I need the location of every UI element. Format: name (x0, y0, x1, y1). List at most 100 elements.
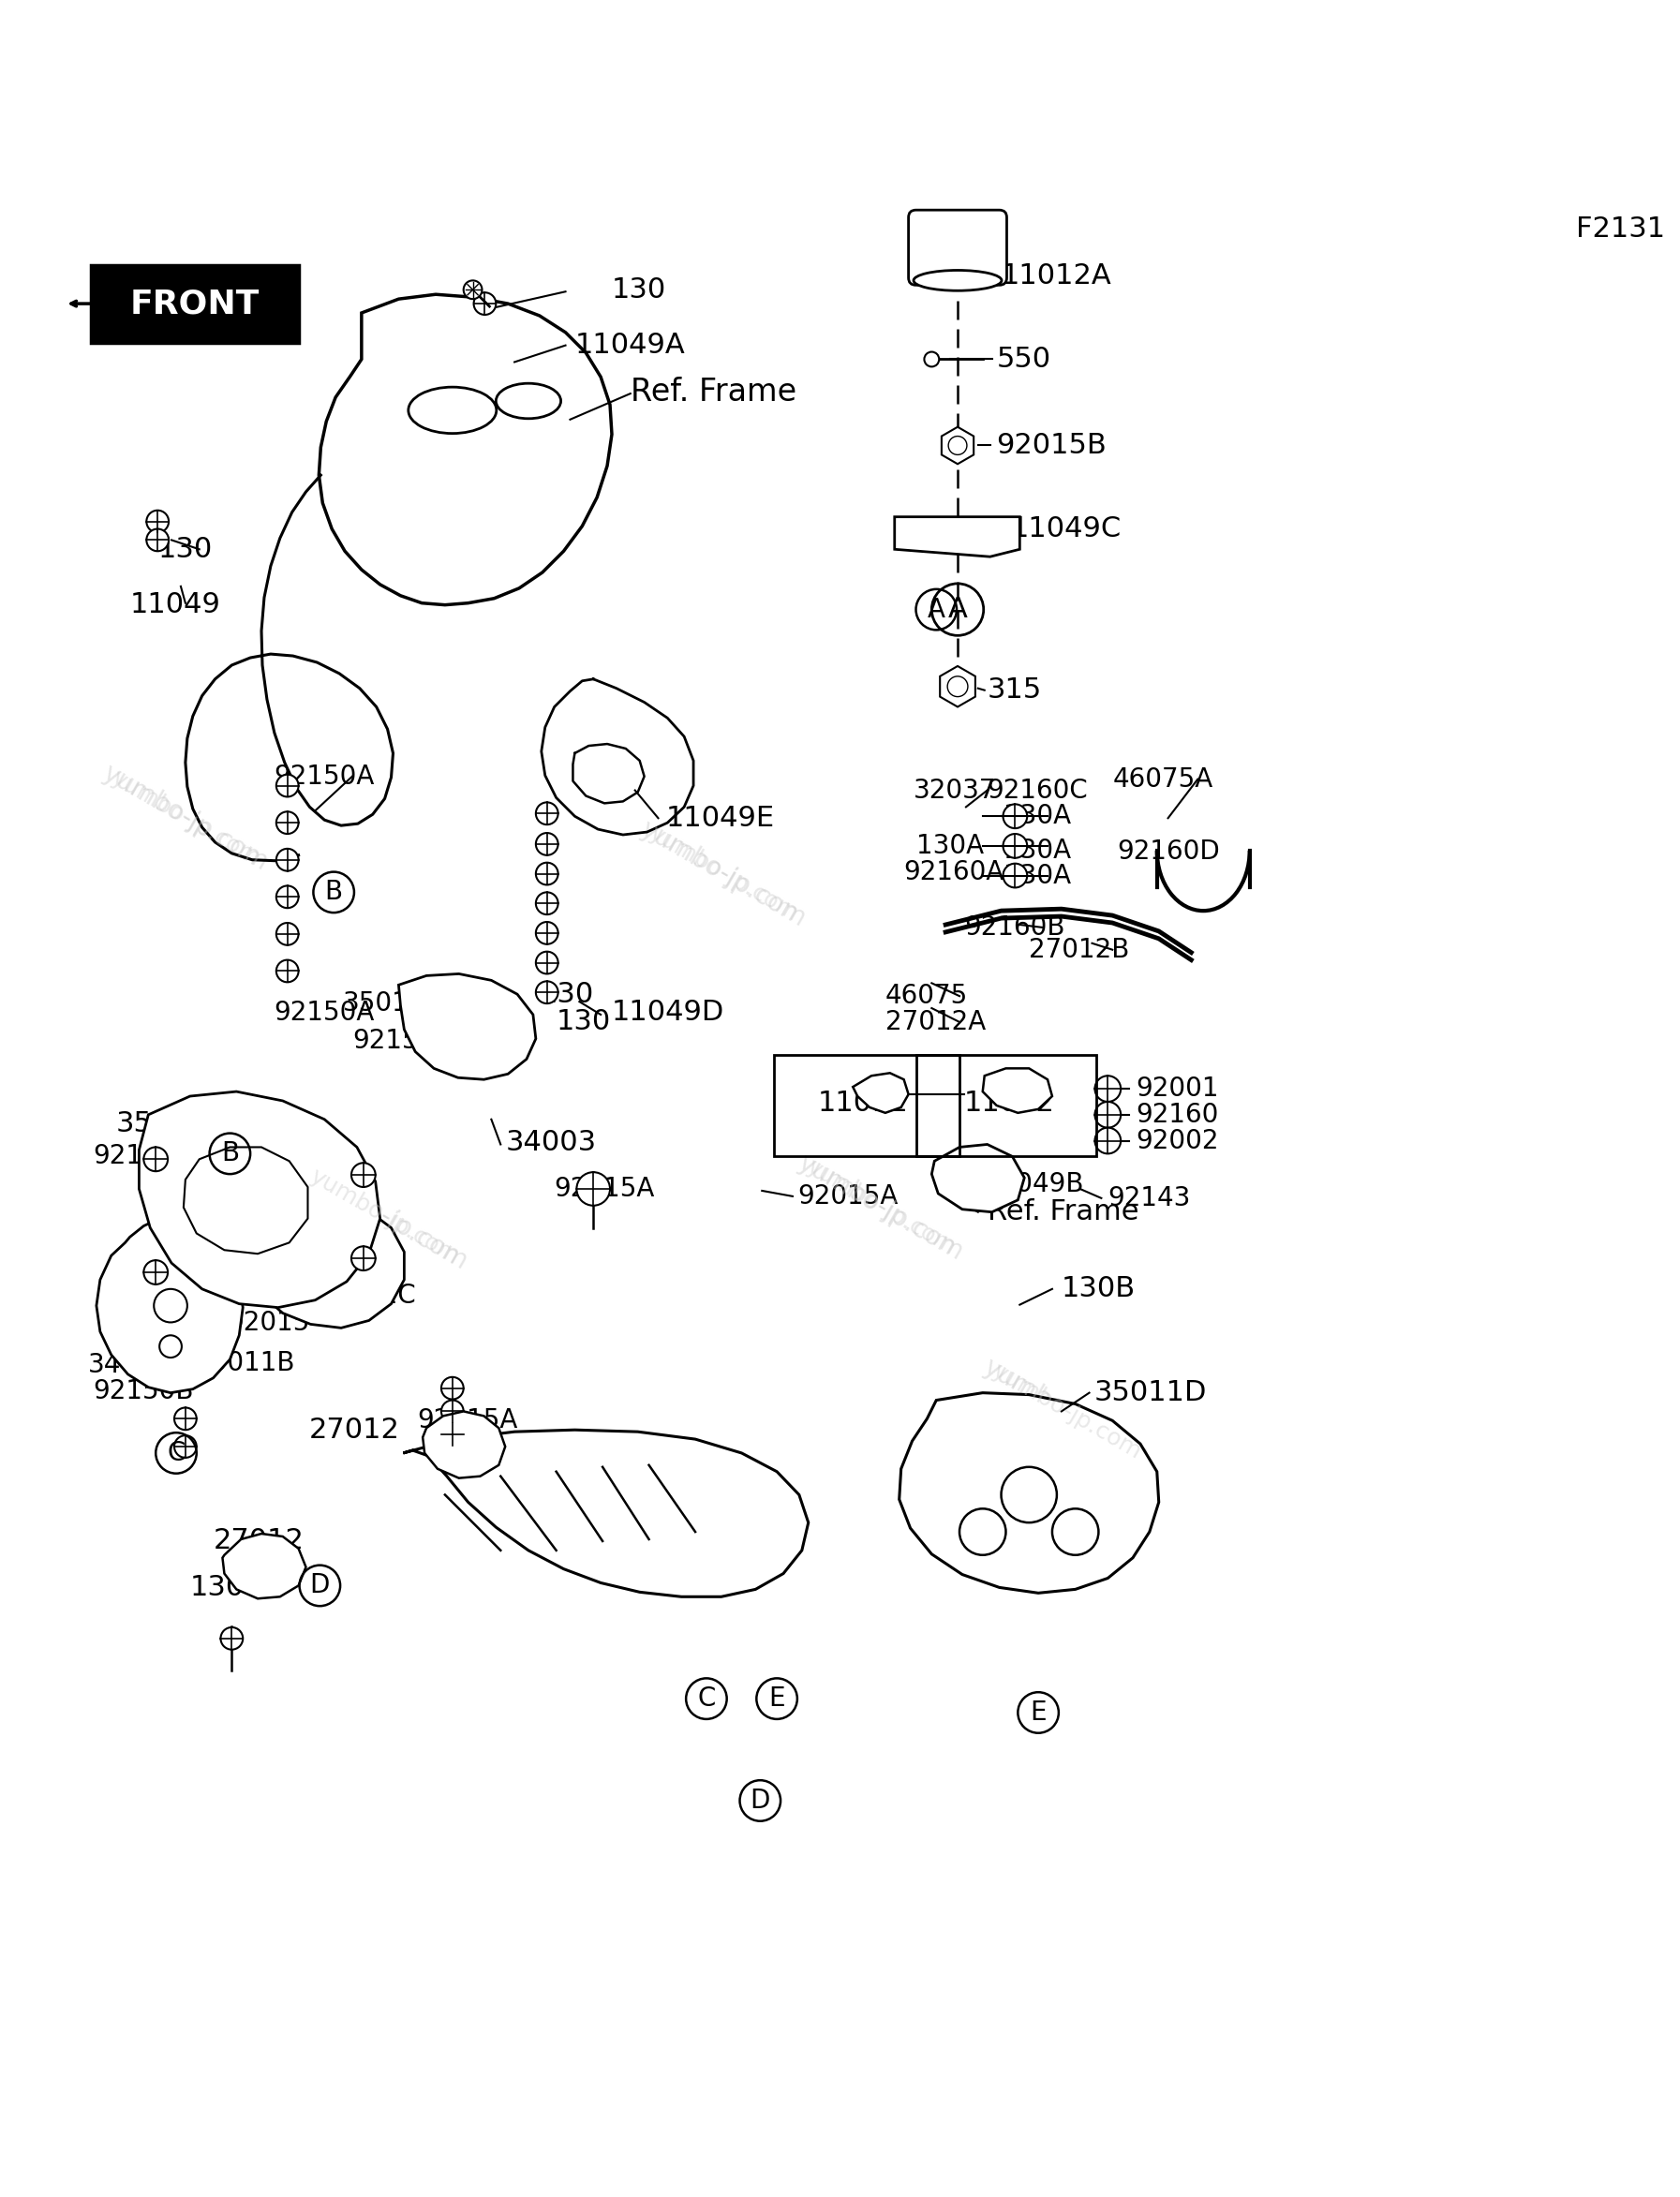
Text: 92001: 92001 (1136, 1077, 1218, 1103)
Text: 130: 130 (190, 1573, 245, 1602)
Polygon shape (894, 516, 1020, 556)
Bar (774, 1055, 959, 1156)
Text: 92160B: 92160B (964, 914, 1065, 940)
Text: 92150C: 92150C (92, 1142, 193, 1169)
Circle shape (1003, 804, 1026, 828)
Text: yumbo-jp.com: yumbo-jp.com (645, 822, 801, 925)
Text: 92015A: 92015A (798, 1184, 897, 1208)
Text: 130A: 130A (1003, 863, 1070, 890)
Text: 11049D: 11049D (612, 1000, 724, 1026)
Text: 130A: 130A (1003, 804, 1070, 828)
Circle shape (175, 1435, 197, 1457)
Text: 130A: 130A (916, 833, 983, 859)
Text: yumbo-jp.com: yumbo-jp.com (297, 1158, 472, 1274)
Text: 27012: 27012 (309, 1417, 400, 1443)
Text: 35011: 35011 (116, 1109, 207, 1138)
Text: 11049A: 11049A (575, 332, 685, 358)
Text: 11012A: 11012A (1001, 261, 1112, 290)
Circle shape (1003, 835, 1026, 859)
Circle shape (464, 281, 482, 299)
Polygon shape (932, 1145, 1025, 1213)
Text: C: C (166, 1439, 185, 1465)
Text: yumbo-jp.com: yumbo-jp.com (978, 1353, 1154, 1470)
Text: yumbo-jp.com: yumbo-jp.com (108, 767, 264, 870)
Text: 32037: 32037 (914, 778, 996, 804)
Text: yumbo-jp.com: yumbo-jp.com (635, 815, 811, 932)
Text: yumbo-jp.com: yumbo-jp.com (988, 1360, 1144, 1463)
Text: 130: 130 (539, 980, 595, 1008)
Polygon shape (941, 426, 974, 464)
Text: 35011C: 35011C (316, 1283, 417, 1309)
Circle shape (144, 1147, 168, 1171)
Text: 130: 130 (158, 536, 212, 562)
Text: 11049C: 11049C (1010, 516, 1121, 543)
Text: Ref. Frame: Ref. Frame (630, 376, 796, 406)
Ellipse shape (408, 387, 496, 433)
Text: 92015: 92015 (227, 1309, 309, 1336)
Circle shape (276, 960, 299, 982)
Text: yumbo-jp.com: yumbo-jp.com (97, 760, 272, 877)
Text: 35011B: 35011B (195, 1349, 296, 1375)
Ellipse shape (914, 270, 1001, 290)
Polygon shape (899, 1393, 1159, 1593)
Circle shape (160, 1336, 181, 1358)
Text: 46075A: 46075A (1112, 767, 1213, 793)
Text: yumbo-jp.com: yumbo-jp.com (793, 1149, 968, 1265)
Text: 130: 130 (612, 277, 667, 303)
Text: 34003: 34003 (87, 1351, 171, 1378)
Text: 27012A: 27012A (885, 1008, 986, 1035)
Circle shape (276, 848, 299, 870)
Circle shape (276, 811, 299, 835)
Text: 92160: 92160 (1136, 1101, 1218, 1127)
Text: 27012B: 27012B (1030, 936, 1129, 962)
Circle shape (220, 1628, 244, 1650)
Text: 130: 130 (472, 1452, 528, 1479)
Text: 92150A: 92150A (274, 762, 375, 789)
Text: E: E (768, 1685, 785, 1711)
Circle shape (1095, 1101, 1121, 1127)
Text: 130: 130 (556, 1008, 612, 1035)
Text: 11049: 11049 (129, 591, 220, 620)
FancyBboxPatch shape (909, 211, 1006, 286)
Circle shape (576, 1173, 610, 1206)
Text: 92150B: 92150B (92, 1378, 193, 1404)
Circle shape (536, 951, 558, 973)
Text: yumbo-jp.com: yumbo-jp.com (801, 1156, 959, 1259)
Polygon shape (403, 1430, 808, 1597)
Text: E: E (1030, 1700, 1047, 1725)
Circle shape (146, 510, 168, 532)
Text: B: B (222, 1140, 239, 1167)
Circle shape (536, 833, 558, 855)
Polygon shape (96, 1217, 244, 1393)
Polygon shape (423, 1410, 506, 1479)
Text: Ref. Frame: Ref. Frame (988, 1200, 1139, 1226)
Circle shape (959, 1509, 1006, 1555)
Polygon shape (983, 1068, 1052, 1114)
Polygon shape (941, 666, 976, 707)
Text: 35011D: 35011D (1094, 1380, 1206, 1406)
Text: 92160C: 92160C (988, 778, 1089, 804)
Polygon shape (222, 1534, 306, 1599)
Text: 130B: 130B (1062, 1276, 1136, 1303)
Circle shape (442, 1378, 464, 1399)
Circle shape (1095, 1127, 1121, 1153)
Text: 550: 550 (996, 345, 1052, 373)
Circle shape (536, 923, 558, 945)
Polygon shape (319, 294, 612, 604)
Text: C: C (697, 1685, 716, 1711)
Text: 92143: 92143 (1107, 1184, 1191, 1211)
Text: 11049E: 11049E (665, 804, 774, 833)
Text: 92002: 92002 (1136, 1127, 1218, 1153)
Circle shape (536, 892, 558, 914)
Text: D: D (751, 1788, 769, 1815)
Text: FRONT: FRONT (129, 288, 259, 319)
Circle shape (155, 1290, 186, 1323)
Text: A: A (948, 595, 968, 624)
FancyBboxPatch shape (91, 264, 299, 343)
Text: 92160A: 92160A (904, 859, 1005, 885)
Text: 27012: 27012 (213, 1527, 304, 1555)
Circle shape (144, 1261, 168, 1285)
Circle shape (536, 802, 558, 824)
Text: A: A (927, 595, 946, 622)
Polygon shape (853, 1072, 909, 1114)
